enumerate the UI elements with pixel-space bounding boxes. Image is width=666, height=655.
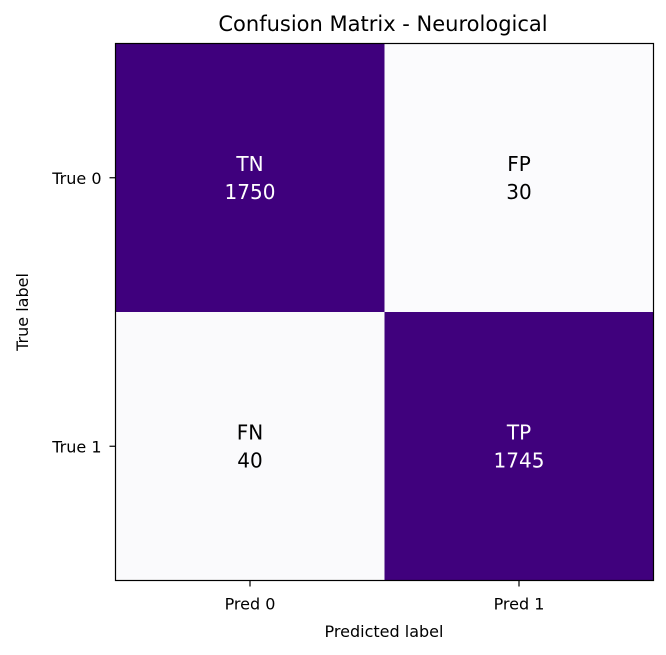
cell-tp — [384, 312, 654, 581]
cell-fp — [384, 43, 654, 312]
cell-value-fp: 30 — [506, 180, 531, 204]
cell-label-fn: FN — [237, 420, 263, 444]
cell-tn — [115, 43, 385, 312]
x-axis-label: Predicted label — [325, 622, 444, 641]
cell-value-fn: 40 — [237, 448, 262, 472]
cell-value-tp: 1745 — [494, 448, 545, 472]
cell-value-tn: 1750 — [225, 180, 276, 204]
x-tick-label: Pred 1 — [494, 595, 545, 614]
x-tick-label: Pred 0 — [225, 595, 276, 614]
y-axis-label: True label — [13, 273, 32, 352]
cell-label-tn: TN — [235, 152, 263, 176]
y-tick-label: True 0 — [51, 169, 101, 188]
matrix-cells: TN 1750 FP 30 FN 40 TP 1745 — [115, 43, 654, 581]
y-tick-label: True 1 — [51, 437, 101, 456]
axis-ticks: Pred 0 Pred 1 True 0 True 1 — [51, 169, 544, 614]
chart-title: Confusion Matrix - Neurological — [218, 12, 547, 36]
cell-fn — [115, 312, 385, 581]
cell-label-fp: FP — [507, 152, 531, 176]
plot-frame — [114, 42, 655, 582]
cell-label-tp: TP — [506, 420, 531, 444]
